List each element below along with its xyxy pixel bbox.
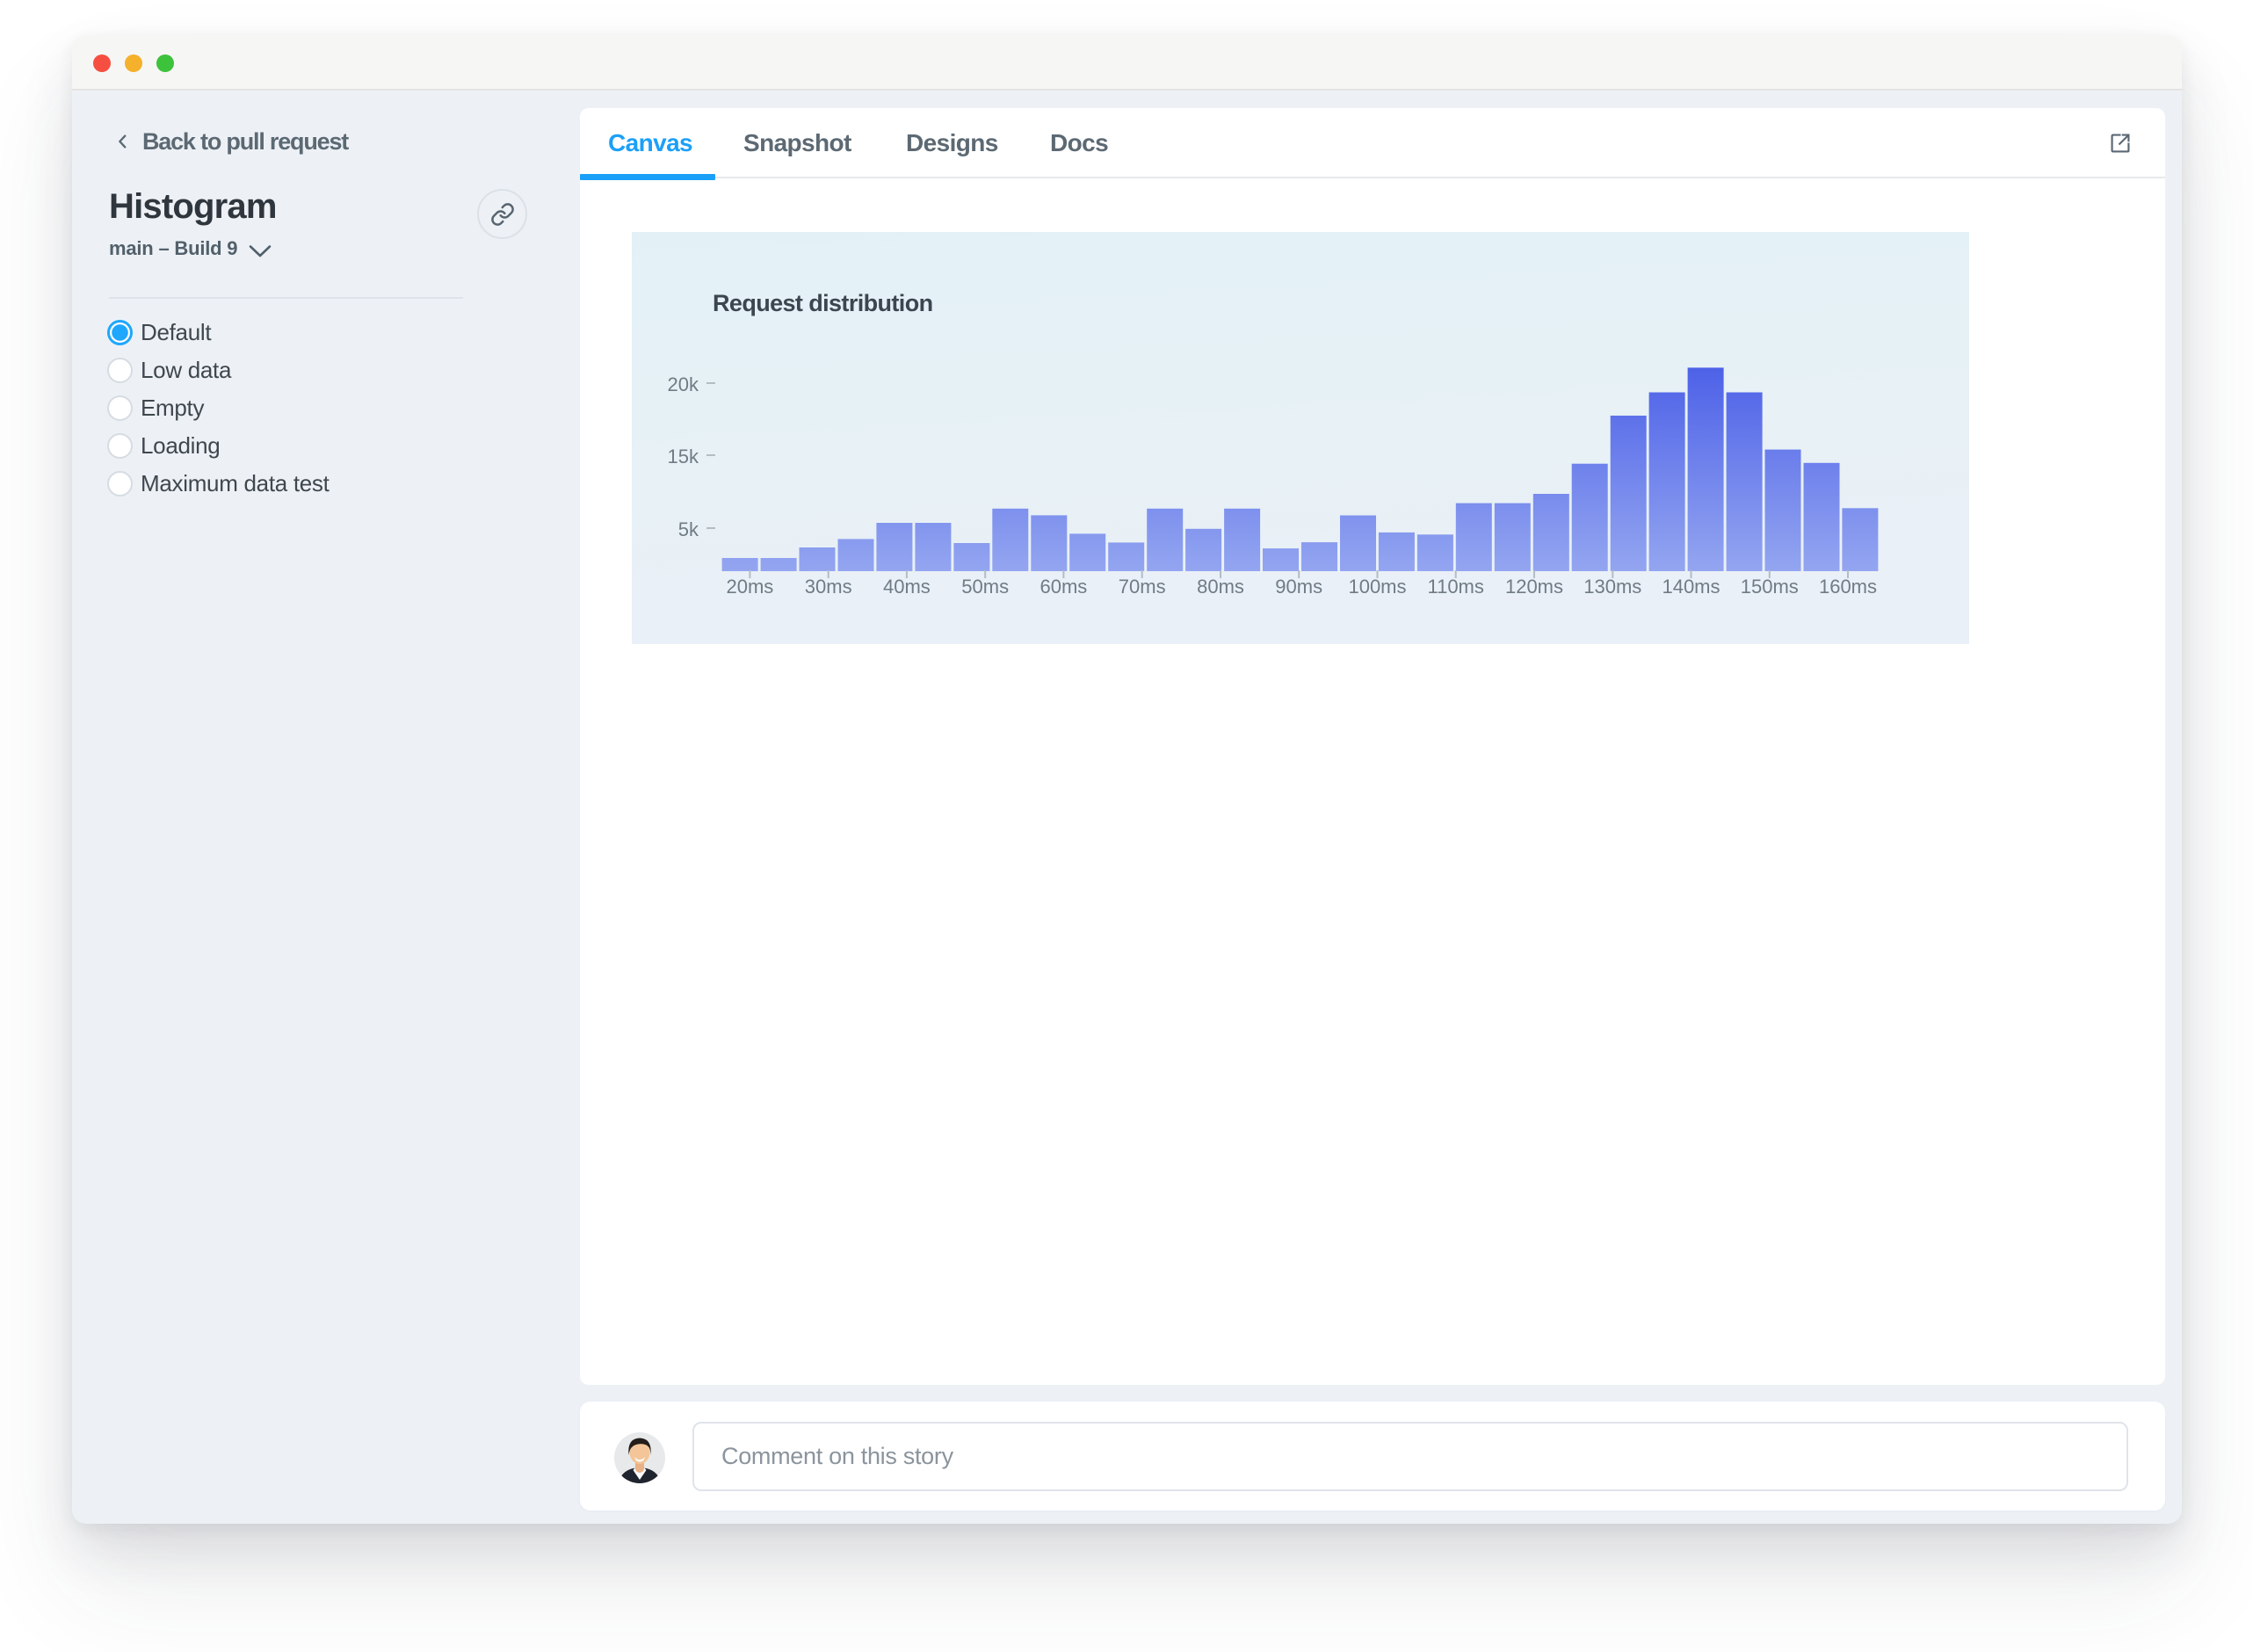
svg-text:100ms: 100ms (1348, 576, 1406, 598)
svg-text:130ms: 130ms (1583, 576, 1641, 598)
svg-text:30ms: 30ms (805, 576, 852, 598)
svg-text:60ms: 60ms (1040, 576, 1088, 598)
svg-text:110ms: 110ms (1427, 576, 1483, 598)
svg-text:15k: 15k (668, 446, 699, 467)
svg-text:70ms: 70ms (1119, 576, 1166, 598)
svg-text:20ms: 20ms (727, 576, 774, 598)
svg-text:120ms: 120ms (1505, 576, 1563, 598)
svg-text:150ms: 150ms (1741, 576, 1799, 598)
svg-text:50ms: 50ms (961, 576, 1009, 598)
svg-text:20k: 20k (668, 373, 699, 395)
svg-text:90ms: 90ms (1275, 576, 1322, 598)
svg-text:Request distribution: Request distribution (713, 290, 933, 316)
svg-text:40ms: 40ms (883, 576, 931, 598)
svg-text:80ms: 80ms (1197, 576, 1244, 598)
svg-text:160ms: 160ms (1819, 576, 1877, 598)
svg-text:5k: 5k (678, 518, 699, 540)
svg-text:140ms: 140ms (1662, 576, 1720, 598)
